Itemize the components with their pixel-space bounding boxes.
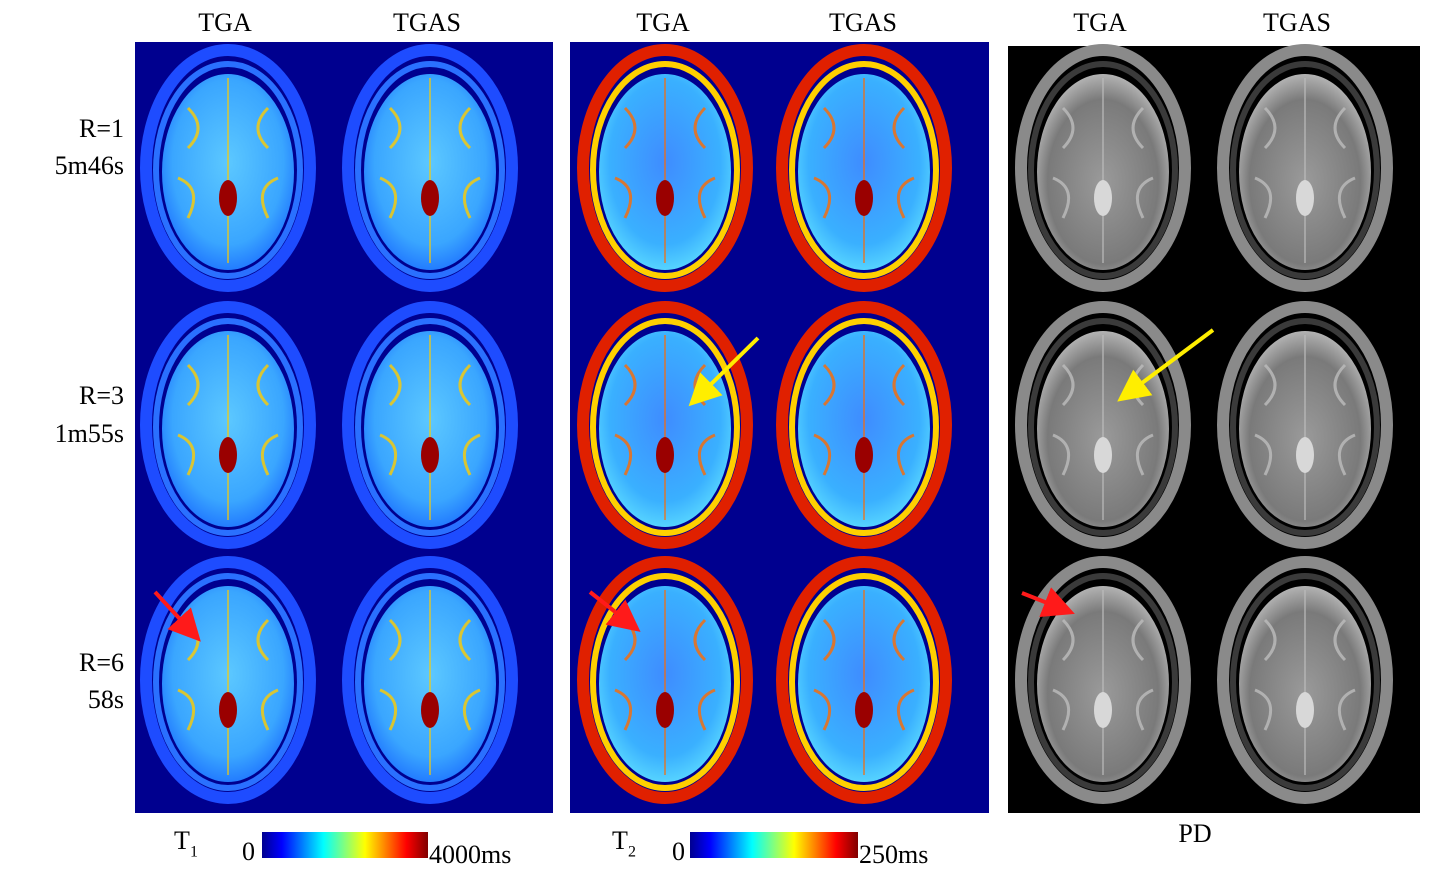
brain-outline [153,573,303,791]
brain-outline [577,556,753,804]
brain-outline [1217,301,1393,549]
brain-outline [1028,61,1178,279]
ventricle [855,692,873,728]
brain-sulci [1254,363,1356,476]
brain-outline [153,61,303,279]
colorbar-subscript: 1 [190,844,198,861]
brain-outline [140,44,316,292]
brain-outline [1217,44,1393,292]
brain-outline [1230,61,1380,279]
colorbar-min: 0 [242,837,255,866]
colorbar-symbol: T [174,826,190,855]
brain-outline [342,44,518,292]
ventricle [656,180,674,216]
ventricle [219,180,237,216]
brain-outline [789,318,939,536]
brain-outline [355,318,505,536]
brain-outline [140,556,316,804]
ventricle [656,692,674,728]
brain-outline [789,573,939,791]
ventricle [1296,180,1314,216]
ventricle [855,437,873,473]
brain-outline [1015,301,1191,549]
arrows [153,328,1215,642]
brain-sulci [379,106,481,219]
ventricle [855,180,873,216]
brain-outline [153,318,303,536]
row-label: R=3 [79,381,124,410]
brain-outline [1217,556,1393,804]
brain-outline [577,301,753,549]
ventricle [219,692,237,728]
brain-sulci [177,363,279,476]
brain-sulci [379,363,481,476]
row-time: 5m46s [55,151,124,180]
brain-outline [1028,573,1178,791]
brain-outline [1015,44,1191,292]
ventricle [1094,180,1112,216]
row-label: R=6 [79,648,124,677]
brain-outline [342,301,518,549]
brain-sulci [177,106,279,219]
colorbar-symbol: T [612,826,628,855]
ventricle [421,180,439,216]
brain-outline [590,61,740,279]
row-time: 1m55s [55,419,124,448]
brain-outline [1015,556,1191,804]
column-header: TGAS [393,8,461,37]
brain-sulci [813,106,915,219]
column-header: TGA [636,8,690,37]
brain-sulci [379,618,481,731]
colorbar-max: 250ms [859,840,928,869]
brain-outline [1230,573,1380,791]
colorbar-subscript: 2 [628,844,636,861]
colorbars: T 1 0 4000ms T 2 0 250ms PD [174,819,1212,869]
column-header: TGA [1073,8,1127,37]
brain-sulci [1052,618,1154,731]
column-header: TGAS [1263,8,1331,37]
colorbar [690,832,858,858]
brain-sulci [813,363,915,476]
ventricle [219,437,237,473]
row-labels: R=1 5m46s R=3 1m55s R=6 58s [55,114,124,714]
brain-outline [140,301,316,549]
row-time: 58s [88,685,124,714]
ventricle [1094,437,1112,473]
brain-sulci [1254,618,1356,731]
brain-outline [789,61,939,279]
headers: TGA TGAS TGA TGAS TGA TGAS [198,8,1331,37]
brain-outline [355,573,505,791]
panel-label: PD [1178,819,1211,848]
brain-sulci [614,106,716,219]
brain-outline [776,556,952,804]
ventricle [421,437,439,473]
brain-sulci [1052,106,1154,219]
ventricle [1296,692,1314,728]
brain-outline [1028,318,1178,536]
brain-sulci [1254,106,1356,219]
brain-outline [577,44,753,292]
colorbar-max: 4000ms [429,840,511,869]
brain-outline [590,318,740,536]
brain-outline [776,44,952,292]
ventricle [421,692,439,728]
brain-outline [776,301,952,549]
colorbar [262,832,428,858]
brain-outline [342,556,518,804]
column-header: TGAS [829,8,897,37]
ventricle [1094,692,1112,728]
brain-sulci [813,618,915,731]
brain-outline [355,61,505,279]
row-label: R=1 [79,114,124,143]
column-header: TGA [198,8,252,37]
ventricle [1296,437,1314,473]
brain-outline [590,573,740,791]
brain-sulci [614,618,716,731]
colorbar-min: 0 [672,837,685,866]
brain-outline [1230,318,1380,536]
ventricle [656,437,674,473]
